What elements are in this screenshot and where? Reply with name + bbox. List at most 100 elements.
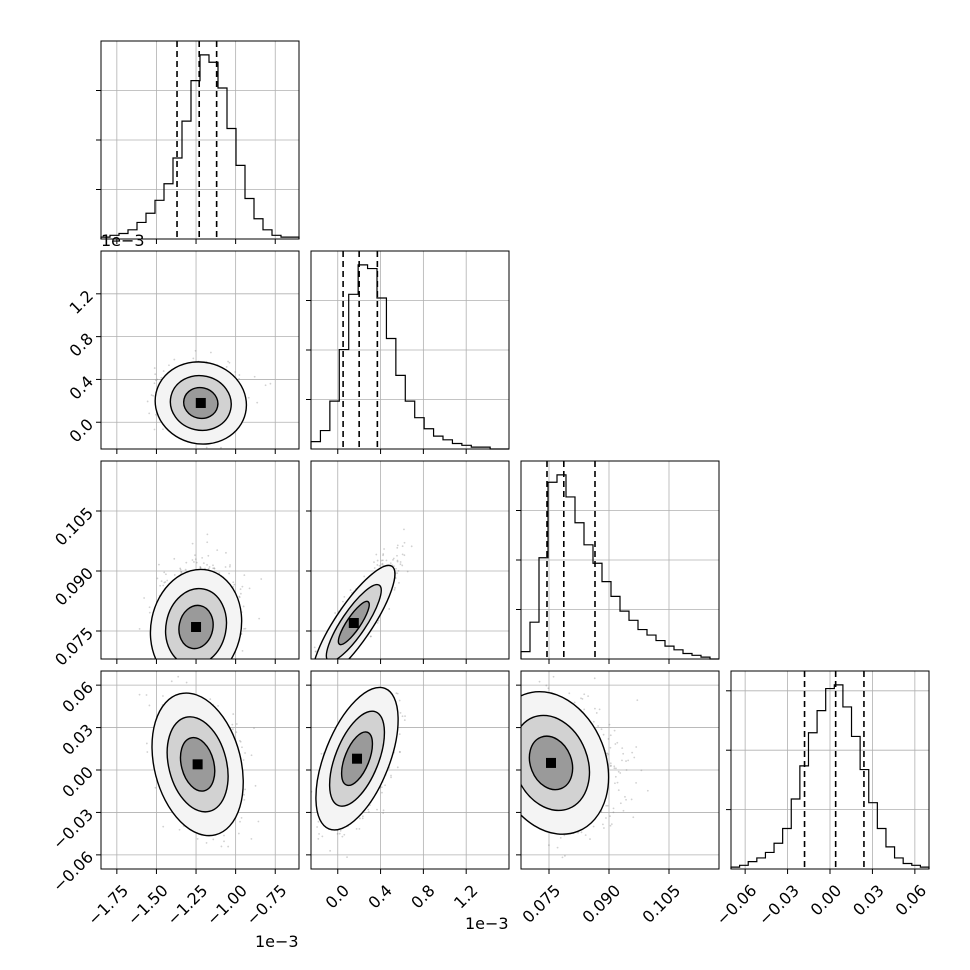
sample-point	[344, 661, 346, 663]
sample-point	[199, 566, 202, 569]
sample-point	[545, 684, 548, 687]
sample-point	[380, 559, 383, 562]
sample-point	[398, 699, 401, 702]
sample-point	[401, 564, 404, 567]
sample-point	[195, 561, 198, 564]
sample-point	[399, 563, 402, 566]
sample-point	[385, 559, 388, 562]
sample-point	[143, 597, 146, 599]
sample-point	[635, 746, 638, 748]
sample-point	[401, 715, 404, 718]
sample-point	[396, 544, 399, 547]
sample-point	[153, 428, 156, 431]
sample-point	[320, 752, 323, 755]
sample-point	[145, 694, 148, 696]
sample-point	[269, 382, 272, 385]
sample-point	[254, 784, 257, 787]
sample-point	[317, 820, 320, 823]
sample-point	[561, 856, 564, 859]
sample-point	[240, 816, 243, 819]
sample-point	[329, 849, 332, 852]
sample-point	[231, 723, 234, 726]
sample-point	[148, 704, 151, 707]
sample-point	[625, 798, 627, 801]
sample-point	[640, 769, 643, 772]
sample-point	[622, 752, 625, 755]
sample-point	[625, 760, 627, 762]
sample-point	[339, 829, 342, 832]
sample-point	[180, 571, 183, 574]
sample-point	[162, 428, 164, 431]
sample-point	[154, 413, 157, 416]
sample-point	[382, 554, 384, 557]
sample-point	[396, 560, 399, 563]
sample-point	[331, 665, 333, 667]
sample-point	[367, 808, 370, 811]
sample-point	[227, 845, 230, 848]
sample-point	[603, 827, 605, 829]
sample-point	[606, 804, 609, 807]
sample-point	[410, 545, 413, 548]
sample-point	[538, 680, 541, 683]
sample-point	[343, 833, 346, 836]
sample-point	[403, 528, 405, 531]
sample-point	[218, 572, 221, 574]
sample-point	[227, 360, 229, 363]
sample-point	[396, 572, 399, 575]
sample-point	[396, 766, 399, 769]
sample-point	[595, 712, 598, 714]
sample-point	[304, 667, 306, 669]
sample-point	[369, 635, 372, 638]
sample-point	[223, 834, 225, 837]
sample-point	[153, 382, 156, 385]
sample-point	[191, 542, 194, 545]
sample-point	[163, 571, 166, 574]
sample-point	[146, 400, 149, 403]
sample-point	[609, 746, 612, 749]
sample-point	[213, 567, 216, 570]
sample-point	[375, 553, 378, 556]
sample-point	[621, 747, 624, 750]
sample-point	[155, 379, 157, 382]
sample-point	[336, 832, 339, 835]
sample-point	[512, 771, 514, 773]
sample-point	[376, 622, 379, 624]
sample-point	[399, 751, 401, 754]
sample-point	[250, 754, 253, 757]
sample-point	[377, 619, 380, 622]
sample-point	[203, 665, 205, 667]
sample-point	[303, 852, 305, 854]
sample-point	[358, 817, 361, 820]
sample-point	[217, 704, 219, 707]
sample-point	[223, 840, 225, 843]
sample-point	[395, 692, 398, 695]
sample-point	[382, 809, 385, 812]
sample-point	[212, 564, 214, 567]
sample-point	[398, 582, 400, 584]
sample-point	[349, 589, 352, 591]
sample-point	[355, 827, 358, 830]
sample-point	[332, 664, 334, 666]
sample-point	[213, 664, 215, 666]
sample-point	[233, 583, 236, 586]
sample-point	[207, 567, 210, 570]
sample-point	[239, 588, 242, 591]
sample-point	[373, 567, 376, 569]
sample-point	[208, 677, 210, 679]
sample-point	[614, 782, 616, 785]
sample-point	[163, 581, 166, 584]
sample-point	[605, 804, 608, 807]
sample-point	[514, 725, 516, 727]
sample-point	[358, 828, 361, 830]
sample-point	[148, 611, 151, 614]
sample-point	[381, 562, 384, 565]
sample-point	[316, 826, 318, 828]
sample-point	[165, 573, 167, 576]
sample-point	[152, 394, 155, 397]
sample-point	[510, 803, 512, 805]
sample-point	[330, 675, 332, 677]
sample-point	[179, 567, 182, 570]
sample-point	[256, 401, 259, 404]
sample-point	[179, 568, 182, 571]
